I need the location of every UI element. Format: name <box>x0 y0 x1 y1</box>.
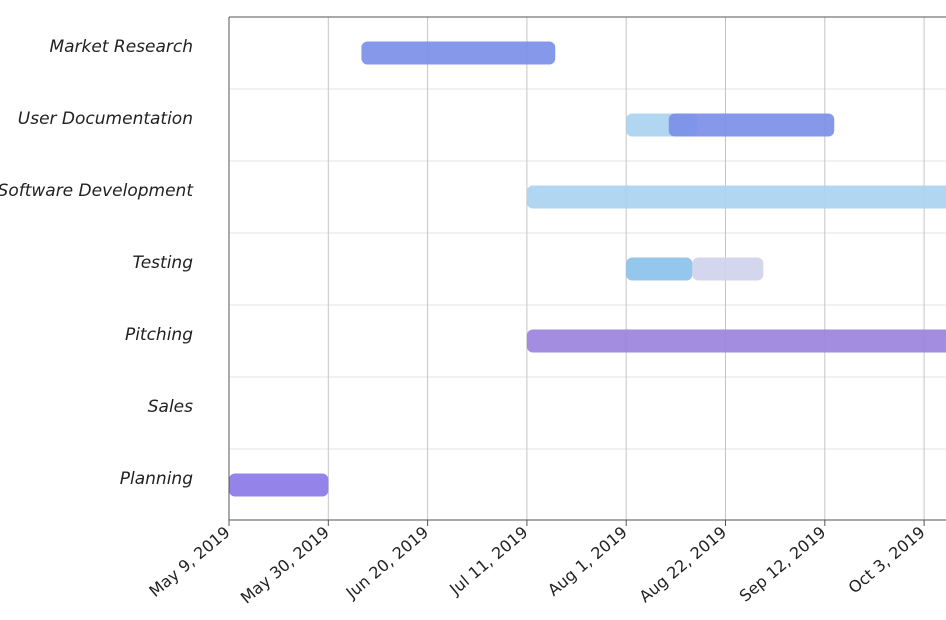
category-label: Planning <box>120 469 193 489</box>
task-bar <box>692 257 764 281</box>
category-label: Market Research <box>49 37 193 57</box>
plot-frame <box>228 16 946 521</box>
vertical-gridlines <box>228 17 925 526</box>
category-label: Testing <box>132 253 193 273</box>
category-label: Pitching <box>125 325 193 345</box>
task-bars <box>229 41 946 497</box>
row-separators <box>229 88 946 450</box>
x-tick-label: Sep 12, 2019 <box>736 523 830 606</box>
x-tick-label: Aug 22, 2019 <box>635 523 730 607</box>
category-label: Sales <box>148 397 193 417</box>
x-tick-label: May 30, 2019 <box>237 523 333 608</box>
task-bar <box>229 473 329 497</box>
task-bar <box>668 113 835 137</box>
task-bar <box>361 41 556 65</box>
x-tick-label: Aug 1, 2019 <box>544 523 631 600</box>
task-bar <box>526 185 946 209</box>
x-tick-label: Oct 3, 2019 <box>845 523 929 598</box>
task-bar <box>526 329 946 353</box>
x-tick-label: Jul 11, 2019 <box>445 523 531 600</box>
x-axis-tick-labels: May 9, 2019 May 30, 2019 Jun 20, 2019 Jul 1… <box>145 523 928 608</box>
x-tick-label: Jun 20, 2019 <box>342 523 433 603</box>
category-label: Software Development <box>0 181 194 201</box>
task-bar <box>626 257 693 281</box>
category-label: User Documentation <box>18 109 193 129</box>
category-labels: Market Research User Documentation Softwar… <box>0 37 194 489</box>
x-tick-label: May 9, 2019 <box>145 523 233 601</box>
